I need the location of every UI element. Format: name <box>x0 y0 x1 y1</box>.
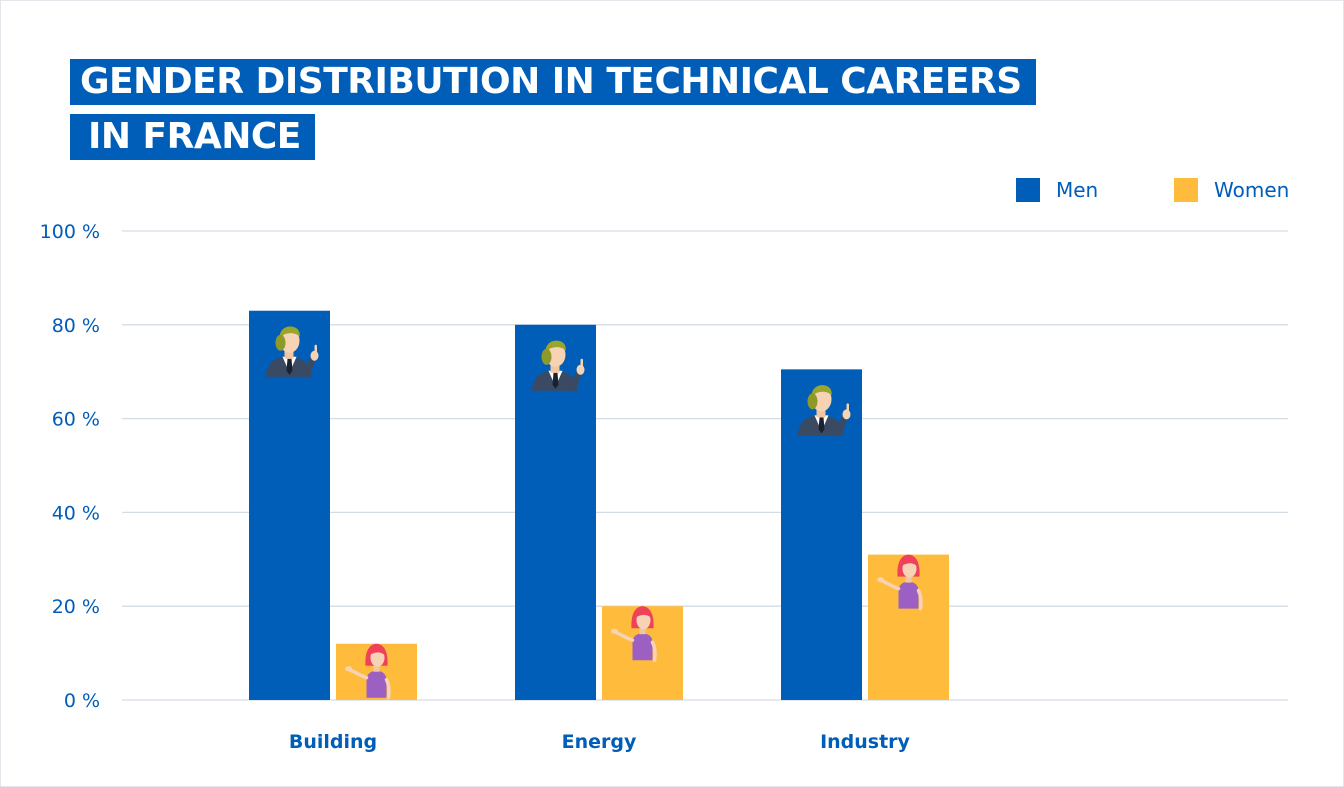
x-axis-labels: Building Energy Industry <box>289 731 911 753</box>
bar-icons <box>265 326 923 700</box>
man-pointing-icon <box>531 340 585 392</box>
legend-label-women: Women <box>1214 178 1289 202</box>
legend-label-men: Men <box>1056 178 1098 202</box>
y-tick-label: 40 % <box>52 502 100 524</box>
legend-swatch-men <box>1016 178 1040 202</box>
y-tick-label: 80 % <box>52 315 100 337</box>
y-axis-ticks: 0 % 20 % 40 % 60 % 80 % 100 % <box>40 221 100 712</box>
chart-title-line-2: IN FRANCE <box>70 114 315 160</box>
woman-presenting-icon <box>877 554 923 611</box>
y-tick-label: 100 % <box>40 221 100 243</box>
man-pointing-icon <box>265 326 319 378</box>
woman-presenting-icon <box>345 643 391 700</box>
legend: Men Women <box>1016 178 1289 202</box>
y-tick-label: 0 % <box>64 690 100 712</box>
y-tick-label: 60 % <box>52 409 100 431</box>
x-tick-label: Building <box>289 731 377 753</box>
x-tick-label: Industry <box>820 731 910 753</box>
chart-title-line-1: GENDER DISTRIBUTION IN TECHNICAL CAREERS <box>70 59 1036 105</box>
bars <box>249 310 949 700</box>
man-pointing-icon <box>797 385 851 437</box>
x-tick-label: Energy <box>562 731 637 753</box>
y-tick-label: 20 % <box>52 596 100 618</box>
legend-swatch-women <box>1174 178 1198 202</box>
woman-presenting-icon <box>611 606 657 662</box>
